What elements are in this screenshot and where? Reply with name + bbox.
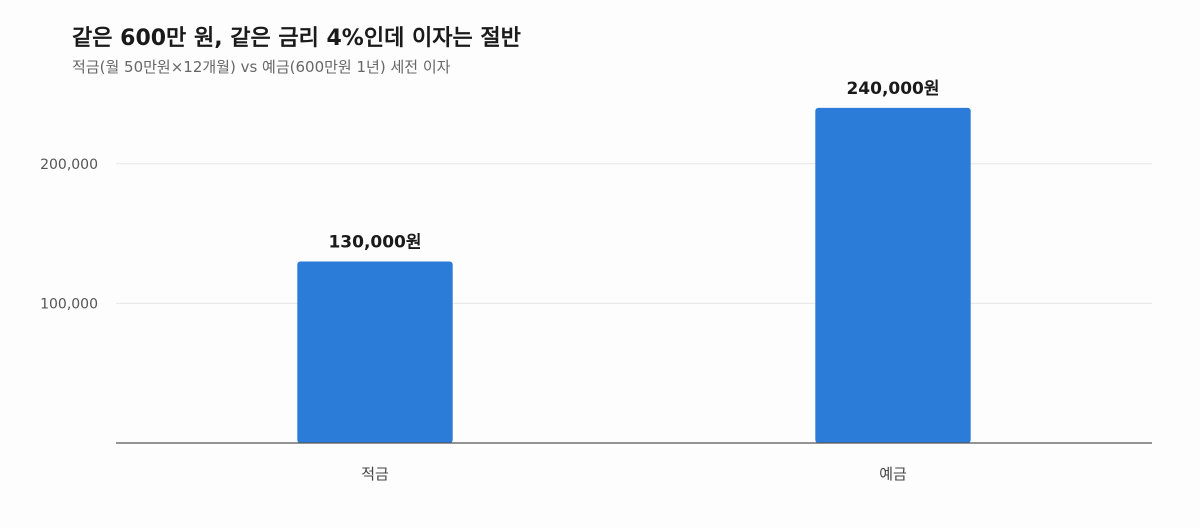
chart-title: 같은 600만 원, 같은 금리 4%인데 이자는 절반 xyxy=(72,26,521,51)
grid-layer xyxy=(116,163,1152,304)
chart-subtitle: 적금(월 50만원×12개월) vs 예금(600만원 1년) 세전 이자 xyxy=(72,58,451,76)
label-layer: 130,000원 240,000원 xyxy=(328,79,939,253)
x-tick-label: 예금 xyxy=(879,465,907,483)
y-tick-label: 100,000 xyxy=(40,296,98,312)
data-label: 130,000원 xyxy=(328,233,421,253)
bar-layer xyxy=(297,107,971,443)
y-tick-label: 200,000 xyxy=(40,157,98,173)
bar xyxy=(297,261,453,443)
axis-layer: 100,000 200,000 적금 예금 xyxy=(40,157,1152,483)
data-label: 240,000원 xyxy=(846,79,939,99)
x-tick-label: 적금 xyxy=(361,465,389,483)
bar xyxy=(815,107,971,443)
